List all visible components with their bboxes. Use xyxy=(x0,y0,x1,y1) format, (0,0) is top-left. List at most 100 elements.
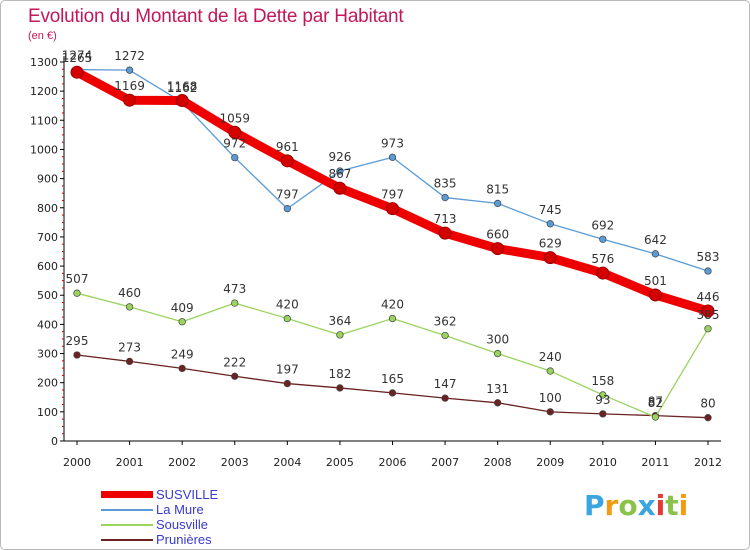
data-label-la-mure: 692 xyxy=(591,218,614,232)
data-point-pruni-res xyxy=(546,408,554,416)
data-point-sousville xyxy=(704,325,712,333)
data-point-susville xyxy=(648,288,662,302)
x-tick-label: 2012 xyxy=(694,456,722,469)
data-point-susville xyxy=(70,65,84,79)
data-label-susville: 797 xyxy=(381,188,404,202)
data-point-pruni-res xyxy=(178,364,186,373)
data-point-pruni-res xyxy=(441,394,449,402)
data-label-la-mure: 973 xyxy=(381,136,404,150)
x-tick-label: 2008 xyxy=(484,456,512,469)
data-label-la-mure: 926 xyxy=(328,150,351,164)
y-tick-label: 900 xyxy=(37,173,58,186)
data-point-la-mure xyxy=(388,153,397,161)
data-point-la-mure xyxy=(546,220,554,228)
data-label-pruni-res: 222 xyxy=(223,355,246,369)
legend-label: La Mure xyxy=(156,502,204,517)
data-label-la-mure: 835 xyxy=(434,177,457,191)
data-point-pruni-res xyxy=(388,389,397,397)
x-tick-label: 2011 xyxy=(641,456,669,469)
data-label-sousville: 240 xyxy=(539,350,562,364)
data-point-la-mure xyxy=(494,199,502,208)
data-point-pruni-res xyxy=(283,379,291,388)
data-label-pruni-res: 249 xyxy=(171,347,194,361)
data-label-la-mure: 797 xyxy=(276,188,299,202)
legend-label: SUSVILLE xyxy=(156,487,219,502)
data-label-pruni-res: 93 xyxy=(595,393,610,407)
data-label-susville: 713 xyxy=(434,212,457,226)
data-point-la-mure xyxy=(125,66,134,74)
data-label-sousville: 420 xyxy=(381,298,404,312)
data-point-la-mure xyxy=(336,167,344,175)
x-tick-label: 2005 xyxy=(326,456,354,469)
data-label-sousville: 420 xyxy=(276,298,299,312)
y-tick-label: 1000 xyxy=(30,143,58,156)
data-label-sousville: 362 xyxy=(434,314,457,328)
data-label-susville: 1168 xyxy=(167,79,198,93)
data-point-pruni-res xyxy=(231,372,239,380)
data-point-sousville xyxy=(231,299,239,307)
data-label-susville: 867 xyxy=(328,167,351,181)
legend-swatch xyxy=(101,524,153,526)
legend-swatch xyxy=(101,539,153,541)
data-label-pruni-res: 165 xyxy=(381,372,404,386)
data-point-susville xyxy=(438,226,452,240)
x-tick-label: 2004 xyxy=(273,456,301,469)
x-tick-label: 2007 xyxy=(431,456,459,469)
data-label-sousville: 460 xyxy=(118,286,141,300)
data-point-pruni-res xyxy=(599,410,607,418)
data-point-sousville xyxy=(178,318,186,326)
data-label-la-mure: 745 xyxy=(539,203,562,217)
data-label-sousville: 473 xyxy=(223,282,246,296)
y-tick-label: 400 xyxy=(37,318,58,331)
data-label-sousville: 507 xyxy=(66,272,89,286)
proxiti-logo: Proxiti xyxy=(584,489,689,522)
unit-label: (en €) xyxy=(28,30,57,42)
data-label-sousville: 364 xyxy=(328,314,351,328)
data-point-la-mure xyxy=(599,235,607,243)
data-label-pruni-res: 182 xyxy=(328,367,351,381)
data-label-pruni-res: 87 xyxy=(648,395,663,409)
axes: 0 100 200 300 400 500 600 700 800 900 1000 1100 1200… xyxy=(30,56,722,469)
y-tick-label: 600 xyxy=(37,260,58,273)
data-label-susville: 660 xyxy=(486,228,509,242)
x-tick-label: 2006 xyxy=(379,456,407,469)
data-point-susville xyxy=(123,93,137,107)
y-tick-label: 1200 xyxy=(30,85,58,98)
data-label-sousville: 385 xyxy=(697,308,720,322)
data-point-susville xyxy=(280,154,294,168)
data-point-sousville xyxy=(283,314,291,323)
data-point-susville xyxy=(175,93,189,107)
data-point-la-mure xyxy=(231,153,239,162)
data-point-la-mure xyxy=(704,267,712,275)
data-point-susville xyxy=(701,304,715,318)
data-label-pruni-res: 295 xyxy=(66,334,89,348)
data-point-la-mure xyxy=(651,250,660,258)
data-label-la-mure: 815 xyxy=(486,182,509,196)
y-tick-label: 500 xyxy=(37,289,58,302)
data-label-susville: 1265 xyxy=(62,51,93,65)
x-tick-label: 2009 xyxy=(536,456,564,469)
data-label-la-mure: 1274 xyxy=(62,49,93,63)
data-point-susville xyxy=(491,242,505,256)
data-point-pruni-res xyxy=(704,414,712,422)
y-tick-label: 200 xyxy=(37,377,58,390)
data-point-susville xyxy=(596,266,610,280)
data-label-la-mure: 583 xyxy=(697,250,720,264)
x-tick-label: 2000 xyxy=(63,456,91,469)
data-point-sousville xyxy=(651,413,660,421)
data-label-la-mure: 642 xyxy=(644,233,667,247)
data-point-susville xyxy=(228,125,242,139)
y-tick-label: 1300 xyxy=(30,56,58,69)
data-point-pruni-res xyxy=(494,399,502,407)
data-point-sousville xyxy=(125,303,134,311)
data-label-sousville: 82 xyxy=(648,396,663,410)
data-point-sousville xyxy=(599,391,607,399)
data-label-sousville: 300 xyxy=(486,333,509,347)
data-point-la-mure xyxy=(441,193,449,202)
y-tick-label: 1100 xyxy=(30,114,58,127)
data-point-susville xyxy=(333,181,347,195)
data-point-sousville xyxy=(494,349,502,358)
data-label-sousville: 158 xyxy=(591,374,614,388)
